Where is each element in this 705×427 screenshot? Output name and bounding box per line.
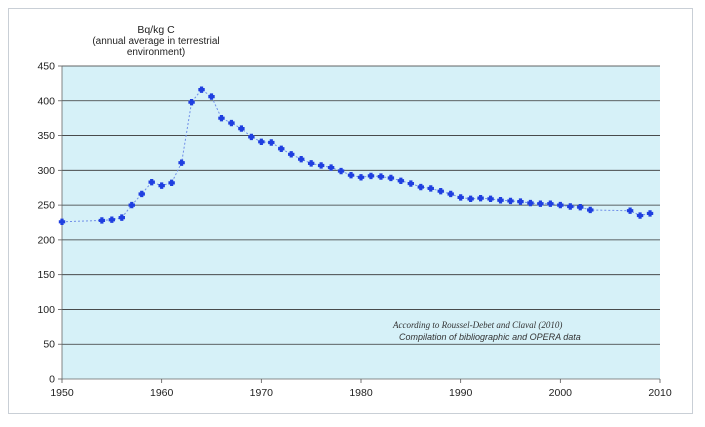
y-axis-unit: Bq/kg C — [137, 24, 175, 36]
data-point — [128, 201, 135, 209]
data-point — [288, 151, 295, 158]
data-point — [437, 188, 444, 195]
data-point — [387, 174, 395, 182]
x-tick-label: 1990 — [449, 387, 473, 399]
data-point — [636, 212, 644, 219]
y-tick-label: 0 — [49, 374, 55, 386]
data-point — [278, 145, 285, 152]
y-tick-label: 300 — [37, 165, 55, 177]
data-point — [268, 139, 275, 146]
data-point — [228, 119, 235, 127]
data-point — [337, 167, 345, 175]
y-tick-label: 150 — [37, 269, 55, 281]
source-annotation-line-1: According to Roussel-Debet and Claval (2… — [393, 320, 563, 330]
y-tick-label: 450 — [37, 61, 55, 73]
data-point — [587, 206, 594, 214]
data-point — [467, 195, 474, 203]
chart-frame: 0 50 100 150 200 250 300 350 400 450 1950 1960 1970 1… — [8, 8, 693, 414]
x-tick-label: 2010 — [648, 387, 672, 399]
x-tick-label: 1980 — [349, 387, 373, 399]
x-tick-label: 2000 — [549, 387, 573, 399]
data-point — [527, 199, 534, 207]
data-point — [208, 93, 215, 100]
source-annotation: According to Roussel-Debet and Claval (2… — [387, 319, 647, 343]
data-point — [377, 173, 385, 180]
y-tick-label: 350 — [37, 130, 55, 142]
y-tick-label: 200 — [37, 234, 55, 246]
data-point — [58, 218, 66, 226]
data-point — [188, 98, 195, 106]
data-point — [168, 179, 175, 187]
y-axis-label: Bq/kg C (annual average in terrestrial e… — [61, 24, 251, 59]
y-tick-label: 400 — [37, 95, 55, 107]
data-point — [248, 133, 255, 141]
data-point — [427, 185, 434, 192]
data-point — [557, 201, 564, 209]
data-point — [407, 180, 415, 187]
data-point — [397, 177, 405, 184]
data-point — [218, 114, 225, 122]
data-point — [148, 178, 155, 186]
data-point — [547, 200, 554, 207]
data-point — [507, 197, 514, 205]
data-point — [327, 164, 335, 171]
plot-area — [62, 66, 660, 379]
data-point — [198, 86, 205, 93]
y-axis-detail-2: environment) — [126, 47, 186, 58]
data-point — [626, 207, 634, 214]
data-point — [517, 198, 524, 205]
data-point — [238, 125, 245, 132]
x-tick-label: 1960 — [150, 387, 174, 399]
data-point — [447, 190, 454, 198]
data-point — [108, 216, 116, 223]
data-point — [357, 174, 365, 181]
data-point — [317, 162, 325, 169]
x-tick-label: 1970 — [250, 387, 274, 399]
data-point — [487, 195, 494, 203]
data-point — [307, 160, 315, 167]
y-axis-detail-1: (annual average in terrestrial — [92, 36, 220, 47]
data-point — [477, 194, 484, 202]
data-point — [138, 190, 145, 198]
y-tick-label: 50 — [43, 339, 55, 351]
data-point — [497, 197, 504, 204]
data-point — [577, 203, 584, 211]
data-point — [417, 183, 424, 191]
y-tick-label: 100 — [37, 304, 55, 316]
data-point — [367, 172, 375, 180]
data-point — [646, 210, 654, 217]
data-point — [298, 156, 305, 163]
chart-svg: 0 50 100 150 200 250 300 350 400 450 1950 1960 1970 1… — [37, 61, 672, 400]
data-point — [347, 172, 355, 179]
source-annotation-line-2: Compilation of bibliographic and OPERA d… — [399, 332, 581, 342]
data-point — [178, 159, 185, 166]
data-point — [98, 217, 106, 224]
y-tick-label: 250 — [37, 200, 55, 212]
data-point — [258, 138, 265, 146]
data-point — [158, 182, 165, 189]
data-point — [567, 203, 574, 210]
data-point — [537, 200, 544, 207]
data-point — [457, 194, 464, 201]
data-point — [118, 214, 125, 221]
x-tick-label: 1950 — [50, 387, 74, 399]
